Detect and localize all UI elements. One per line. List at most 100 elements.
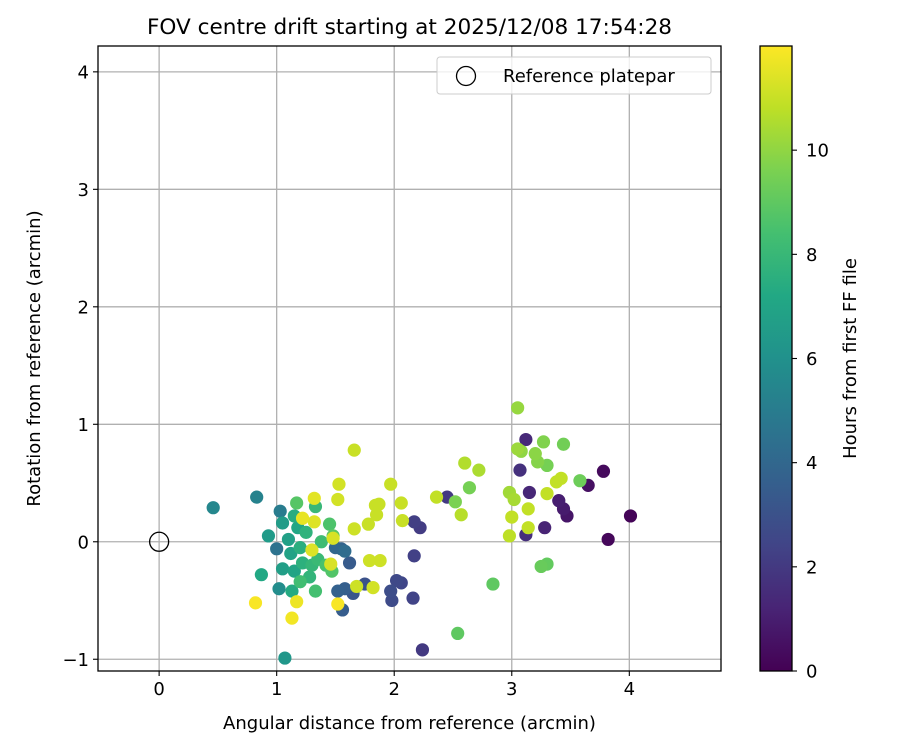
colorbar-tick-label: 4 [806, 453, 817, 474]
data-point [389, 573, 404, 588]
data-point [281, 532, 296, 547]
data-point [407, 515, 421, 529]
legend-label: Reference platepar [503, 66, 675, 87]
data-point [395, 514, 410, 528]
colorbar-tick-label: 0 [806, 662, 817, 683]
data-point [361, 517, 375, 531]
data-point [272, 582, 286, 596]
data-point [285, 584, 299, 598]
x-tick-label: 2 [388, 679, 399, 700]
data-point [454, 508, 468, 522]
data-point [331, 597, 345, 611]
data-point [278, 651, 292, 665]
data-point [347, 522, 361, 536]
data-point [307, 515, 321, 529]
data-point [373, 553, 387, 568]
data-point [429, 490, 444, 504]
data-point [248, 596, 263, 610]
data-point [284, 546, 298, 561]
colorbar-label: Hours from first FF file [840, 258, 861, 459]
data-point [308, 584, 323, 598]
data-point [275, 562, 290, 576]
y-axis-ticks: −1 0 1 2 3 4 [62, 62, 98, 671]
colorbar-tick-label: 8 [806, 245, 817, 266]
data-point [254, 568, 268, 582]
data-point [573, 474, 587, 488]
data-point [552, 494, 566, 508]
chart-title: FOV centre drift starting at 2025/12/08 … [147, 15, 672, 40]
data-point [307, 491, 321, 505]
plot-frame [97, 45, 722, 672]
data-point [505, 510, 519, 524]
data-point [347, 443, 361, 457]
data-point [486, 577, 500, 591]
x-tick-label: 1 [271, 679, 282, 700]
colorbar-ticks: 0 2 4 6 8 10 [792, 141, 829, 683]
x-axis-label: Angular distance from reference (arcmin) [223, 713, 596, 734]
data-point [507, 492, 521, 507]
plot-area [98, 46, 721, 671]
colorbar-fill [760, 46, 792, 671]
data-point [384, 477, 398, 491]
data-point [601, 532, 615, 547]
data-point [623, 509, 638, 523]
data-point [394, 496, 408, 510]
data-point [299, 525, 313, 539]
y-tick-label: −1 [62, 650, 89, 671]
data-point [342, 556, 357, 570]
data-point [521, 502, 535, 516]
data-point [556, 437, 571, 451]
data-point [369, 508, 384, 522]
data-point [270, 542, 284, 556]
data-point [362, 553, 377, 568]
y-tick-label: 1 [78, 415, 89, 436]
data-point [521, 521, 535, 535]
colorbar-tick-label: 2 [806, 557, 817, 578]
y-axis-label: Rotation from reference (arcmin) [24, 210, 45, 506]
x-tick-label: 3 [506, 679, 517, 700]
data-point [250, 490, 264, 504]
data-point [322, 517, 337, 531]
data-point [522, 485, 536, 500]
colorbar: 0 2 4 6 8 10 Hours from first FF file [759, 45, 861, 683]
data-point [305, 543, 319, 557]
colorbar-tick-label: 10 [806, 141, 829, 162]
y-tick-label: 2 [78, 297, 89, 318]
data-point [528, 447, 542, 461]
data-point [472, 463, 486, 477]
x-tick-label: 4 [624, 679, 635, 700]
legend-box [436, 56, 712, 95]
data-point [332, 477, 346, 491]
data-point [331, 492, 345, 507]
data-point [331, 584, 345, 598]
data-point [451, 626, 465, 641]
data-point [384, 584, 398, 598]
legend: Reference platepar [436, 56, 712, 95]
x-axis-ticks: 0 1 2 3 4 [153, 671, 635, 700]
data-point [415, 643, 430, 657]
data-points [206, 401, 638, 665]
data-point [407, 549, 421, 563]
data-point [324, 557, 338, 571]
data-point [366, 580, 380, 595]
data-point [206, 501, 220, 515]
data-point [287, 564, 301, 578]
data-point [275, 516, 290, 530]
data-point [458, 456, 472, 470]
data-point [502, 529, 517, 543]
data-point [511, 401, 525, 415]
reference-marker-group [148, 531, 170, 552]
data-point [273, 504, 287, 518]
y-tick-label: 0 [78, 532, 89, 553]
data-point [406, 591, 420, 605]
data-point [290, 595, 304, 609]
data-point [519, 432, 533, 447]
legend-reference-marker [455, 65, 477, 87]
data-point [448, 495, 462, 509]
data-point [290, 496, 304, 510]
data-point [554, 471, 568, 485]
data-point [462, 481, 477, 495]
reference-platepar-marker [148, 531, 170, 552]
y-tick-label: 4 [78, 62, 89, 83]
